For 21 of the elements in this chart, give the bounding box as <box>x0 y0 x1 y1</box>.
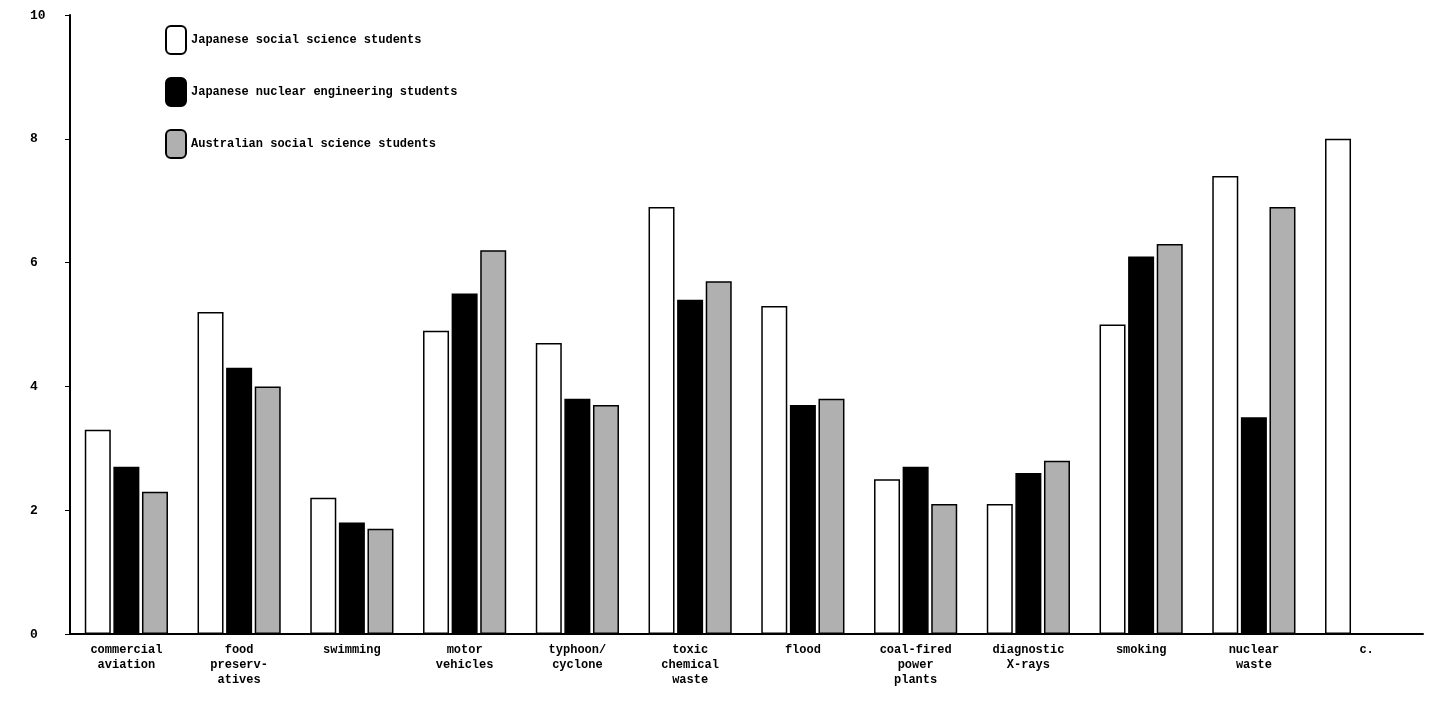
x-tick-label: coal-fired power plants <box>879 642 952 687</box>
y-tick-label: 0 <box>30 626 38 642</box>
y-tick-label: 10 <box>30 7 46 23</box>
x-tick-label: commercial aviation <box>90 642 163 672</box>
y-tick-label: 4 <box>30 378 38 394</box>
y-tick-label: 6 <box>30 255 38 271</box>
x-tick-label: food preserv- atives <box>210 642 268 687</box>
y-tick-label: 2 <box>30 502 38 518</box>
legend-label: Japanese nuclear engineering students <box>191 85 458 99</box>
x-tick-label: swimming <box>323 642 381 657</box>
legend-label: Japanese social science students <box>191 33 422 47</box>
x-tick-label: nuclear waste <box>1228 642 1280 672</box>
x-tick-label: flood <box>784 642 821 657</box>
y-tick-label: 8 <box>30 131 38 147</box>
legend-label: Australian social science students <box>191 137 436 151</box>
x-tick-label: typhoon/ cyclone <box>548 642 607 672</box>
x-tick-label: toxic chemical waste <box>661 642 719 687</box>
x-tick-label: diagnostic X-rays <box>992 642 1065 672</box>
x-tick-label: motor vehicles <box>435 642 494 672</box>
x-tick-label: smoking <box>1115 642 1167 657</box>
x-tick-label: c. <box>1359 642 1374 657</box>
